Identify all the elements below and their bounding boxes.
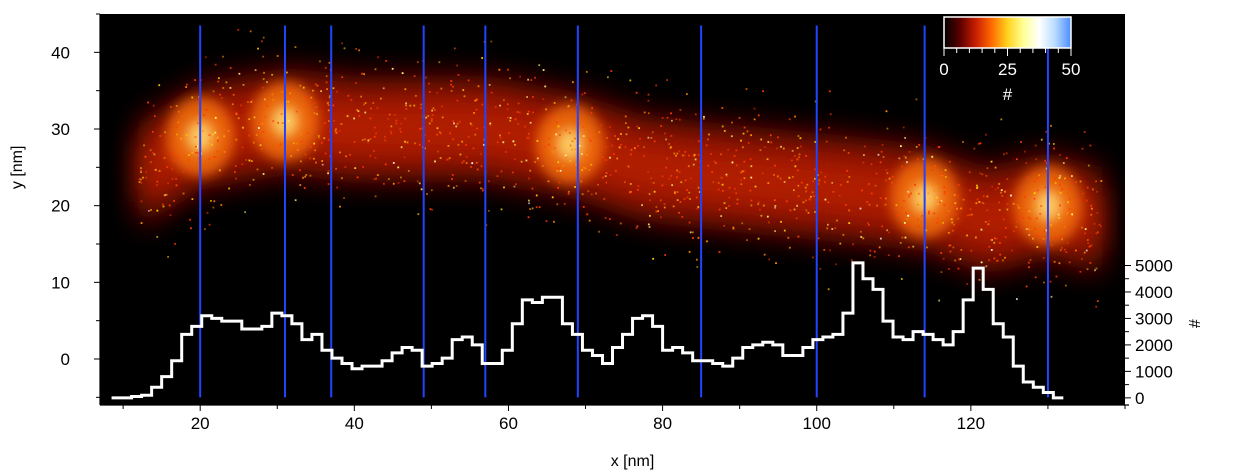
colorbar-ticks: 0 25 50 <box>939 48 1080 79</box>
y2-tick-label: 5000 <box>1135 256 1173 275</box>
x-tick-label: 120 <box>957 414 985 433</box>
y-tick-label: 0 <box>61 350 70 369</box>
x-axis-title: x [nm] <box>611 453 655 470</box>
colorbar-title: # <box>1003 85 1013 104</box>
histogram-trace <box>111 261 1064 400</box>
vertical-marker-lines <box>199 25 1049 398</box>
localization-speckles <box>138 28 1103 308</box>
colorbar: 0 25 50 # <box>939 16 1080 104</box>
x-tick-label: 60 <box>499 414 518 433</box>
x-tick-label: 20 <box>191 414 210 433</box>
x-tick-label: 100 <box>803 414 831 433</box>
y2-axis-ticks: 0 1000 2000 3000 4000 5000 <box>1125 256 1173 408</box>
y2-tick-label: 4000 <box>1135 283 1173 302</box>
colorbar-tick-label: 0 <box>939 60 948 79</box>
y-tick-label: 40 <box>51 43 70 62</box>
y-tick-label: 10 <box>51 273 70 292</box>
y2-tick-label: 2000 <box>1135 336 1173 355</box>
colorbar-tick-label: 50 <box>1062 60 1081 79</box>
x-axis-ticks: 20 40 60 80 100 120 <box>122 405 1126 433</box>
y2-axis-title: # <box>1187 319 1204 328</box>
x-tick-label: 40 <box>345 414 364 433</box>
y-axis-title: y [nm] <box>9 146 26 190</box>
colorbar-tick-label: 25 <box>998 60 1017 79</box>
x-tick-label: 80 <box>653 414 672 433</box>
y-tick-label: 20 <box>51 197 70 216</box>
colorbar-gradient <box>943 16 1072 49</box>
y-axis-ticks: 0 10 20 30 40 <box>51 13 100 398</box>
y2-tick-label: 0 <box>1135 389 1144 408</box>
y-tick-label: 30 <box>51 120 70 139</box>
y2-tick-label: 3000 <box>1135 309 1173 328</box>
y2-tick-label: 1000 <box>1135 362 1173 381</box>
